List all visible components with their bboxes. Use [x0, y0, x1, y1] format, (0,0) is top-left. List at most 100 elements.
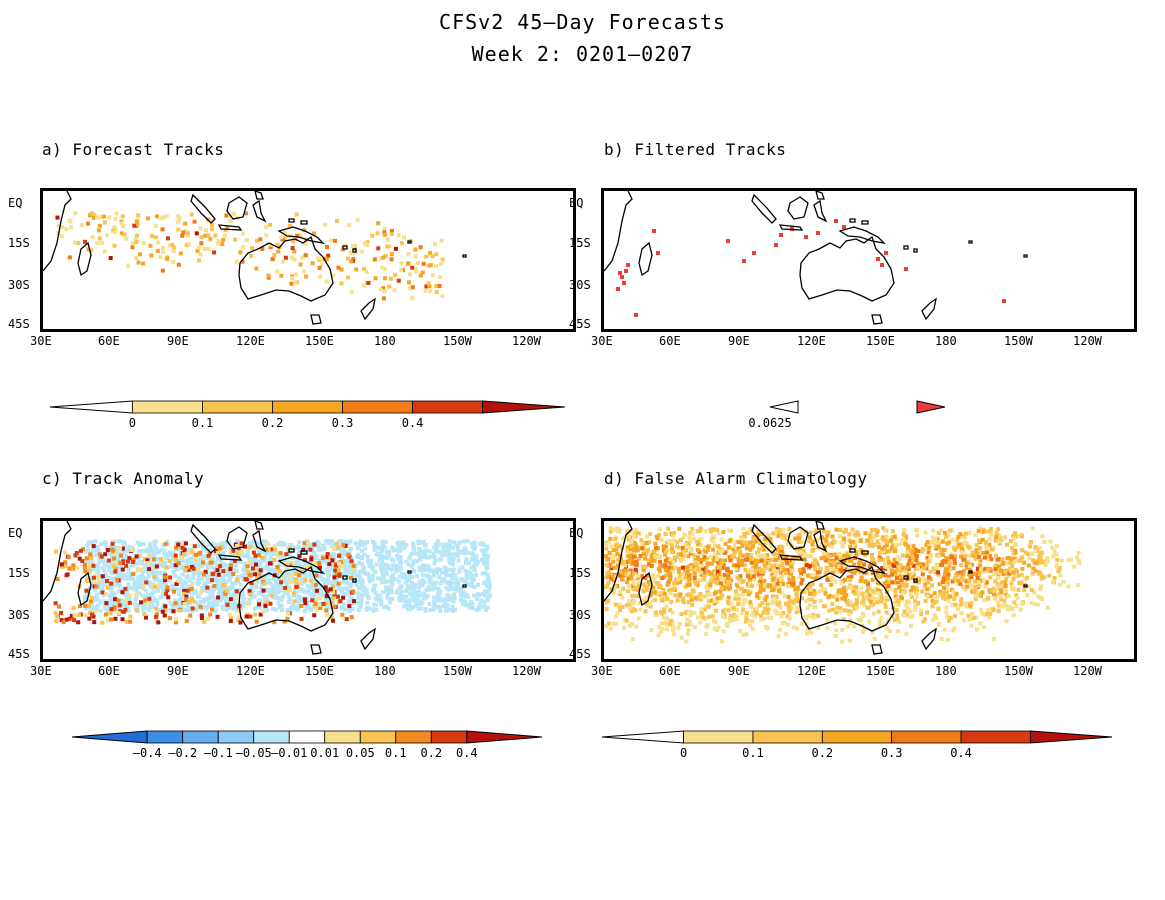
anomaly-cell — [309, 592, 314, 597]
anomaly-cell — [331, 552, 336, 557]
anomaly-cell — [113, 567, 118, 572]
track-cell — [192, 219, 197, 224]
anomaly-cell — [186, 557, 191, 562]
climatology-cell — [964, 565, 969, 570]
climatology-cell — [653, 612, 658, 617]
climatology-cell — [876, 609, 881, 614]
anomaly-cell — [465, 593, 470, 598]
anomaly-cell — [339, 563, 344, 568]
climatology-cell — [702, 570, 707, 575]
anomaly-cell — [196, 543, 201, 548]
filtered-track-cell — [774, 243, 778, 247]
anomaly-cell — [445, 581, 450, 586]
anomaly-cell — [168, 586, 173, 591]
climatology-cell — [677, 580, 682, 585]
climatology-cell — [970, 550, 975, 555]
climatology-cell — [608, 526, 613, 531]
climatology-cell — [962, 535, 967, 540]
coastline — [787, 196, 809, 220]
anomaly-cell — [173, 553, 178, 558]
climatology-cell — [825, 618, 830, 623]
climatology-cell — [830, 534, 835, 539]
track-cell — [216, 238, 221, 243]
anomaly-cell — [324, 578, 329, 583]
track-cell — [254, 238, 259, 243]
anomaly-cell — [451, 540, 456, 545]
anomaly-cell — [398, 590, 403, 595]
anomaly-cell — [275, 553, 280, 558]
climatology-cell — [966, 613, 971, 618]
anomaly-cell — [339, 546, 344, 551]
anomaly-cell — [212, 566, 217, 571]
anomaly-cell — [417, 565, 422, 570]
climatology-cell — [953, 553, 958, 558]
track-cell — [185, 230, 190, 235]
anomaly-cell — [153, 539, 158, 544]
anomaly-cell — [84, 606, 89, 611]
anomaly-cell — [87, 571, 92, 576]
anomaly-cell — [397, 540, 402, 545]
anomaly-cell — [468, 582, 473, 587]
climatology-cell — [789, 572, 794, 577]
anomaly-cell — [205, 556, 210, 561]
climatology-cell — [747, 568, 752, 573]
anomaly-cell — [329, 552, 334, 557]
climatology-cell — [726, 608, 731, 613]
climatology-cell — [616, 572, 621, 577]
climatology-cell — [1020, 548, 1025, 553]
climatology-cell — [973, 584, 978, 589]
track-cell — [365, 240, 370, 245]
anomaly-cell — [242, 544, 247, 549]
climatology-cell — [750, 560, 755, 565]
climatology-cell — [754, 561, 759, 566]
climatology-cell — [789, 568, 794, 573]
anomaly-cell — [434, 570, 439, 575]
anomaly-cell — [343, 591, 348, 596]
climatology-cell — [810, 539, 815, 544]
coastline — [849, 218, 856, 223]
climatology-cell — [687, 619, 692, 624]
climatology-cell — [692, 625, 697, 630]
anomaly-cell — [431, 569, 436, 574]
anomaly-cell — [363, 546, 368, 551]
anomaly-cell — [451, 567, 456, 572]
climatology-cell — [1008, 539, 1013, 544]
climatology-cell — [911, 549, 916, 554]
climatology-cell — [741, 607, 746, 612]
anomaly-cell — [330, 542, 335, 547]
climatology-cell — [895, 616, 900, 621]
climatology-cell — [892, 618, 897, 623]
anomaly-cell — [413, 582, 418, 587]
climatology-cell — [1015, 558, 1020, 563]
climatology-cell — [713, 543, 718, 548]
climatology-cell — [856, 532, 861, 537]
anomaly-cell — [169, 553, 174, 558]
anomaly-cell — [220, 575, 225, 580]
anomaly-cell — [224, 588, 229, 593]
anomaly-cell — [384, 569, 389, 574]
anomaly-cell — [344, 607, 349, 612]
anomaly-cell — [427, 602, 432, 607]
climatology-cell — [976, 528, 981, 533]
anomaly-cell — [221, 606, 226, 611]
anomaly-cell — [120, 567, 125, 572]
anomaly-cell — [316, 547, 321, 552]
anomaly-cell — [272, 590, 277, 595]
coastline — [778, 224, 804, 231]
climatology-cell — [952, 614, 957, 619]
anomaly-cell — [219, 559, 224, 564]
anomaly-cell — [77, 556, 82, 561]
anomaly-cell — [404, 599, 409, 604]
climatology-cell — [606, 570, 611, 575]
climatology-cell — [748, 623, 753, 628]
anomaly-cell — [85, 543, 90, 548]
climatology-cell — [720, 548, 725, 553]
anomaly-cell — [410, 586, 415, 591]
anomaly-cell — [330, 558, 335, 563]
anomaly-cell — [328, 581, 333, 586]
anomaly-cell — [124, 595, 129, 600]
climatology-cell — [936, 570, 941, 575]
track-cell — [99, 240, 104, 245]
track-cell — [136, 260, 141, 265]
climatology-cell — [1003, 580, 1008, 585]
